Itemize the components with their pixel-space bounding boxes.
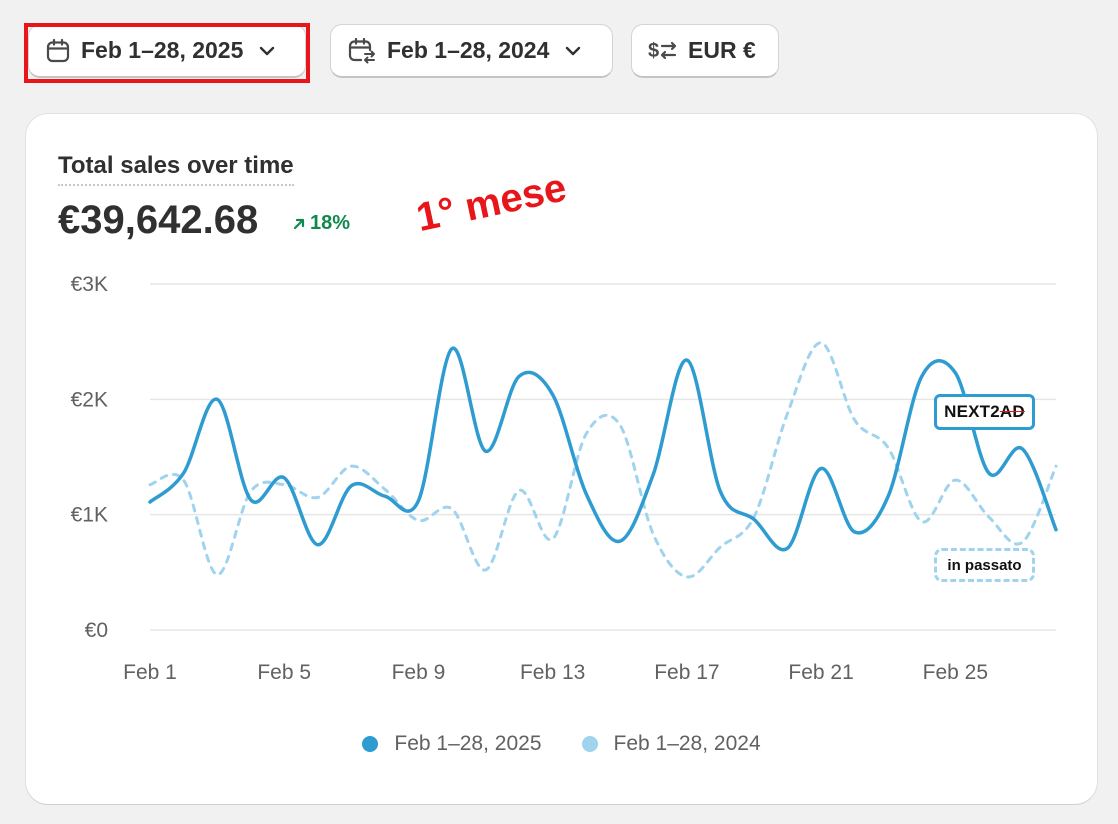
arrow-up-right-icon [293,218,305,229]
data-point-current[interactable] [785,545,791,551]
series-line-previous[interactable] [148,341,1058,579]
data-point-current[interactable] [650,471,656,477]
data-point-previous[interactable] [1019,539,1025,545]
data-point-previous[interactable] [617,422,623,428]
x-tick-label: Feb 9 [392,661,446,684]
growth-badge: 18% [292,212,350,235]
data-point-current[interactable] [1019,446,1025,452]
data-point-previous[interactable] [382,486,388,492]
calendar-compare-icon [348,37,375,63]
currency-button[interactable]: $ EUR € [631,24,779,78]
data-point-current[interactable] [583,491,589,497]
data-point-current[interactable] [248,497,254,503]
x-tick-label: Feb 1 [123,661,177,684]
data-point-previous[interactable] [449,506,455,512]
chart-legend: Feb 1–28, 2025 Feb 1–28, 2024 [26,732,1097,756]
y-tick-label: €3K [71,273,108,296]
data-point-previous[interactable] [684,574,690,580]
data-point-current[interactable] [684,357,690,363]
data-point-current[interactable] [717,489,723,495]
data-point-current[interactable] [348,483,354,489]
x-tick-label: Feb 5 [257,661,311,684]
data-point-previous[interactable] [650,531,656,537]
currency-label: EUR € [688,37,756,63]
x-tick-label: Feb 21 [788,661,853,684]
data-point-current[interactable] [516,373,522,379]
y-tick-label: €2K [71,388,108,411]
chevron-down-icon [566,46,581,55]
data-point-previous[interactable] [717,544,723,550]
data-point-current[interactable] [852,529,858,535]
data-point-previous[interactable] [986,514,992,520]
y-tick-label: €0 [85,619,108,642]
data-point-current[interactable] [818,466,824,472]
data-point-current[interactable] [919,373,925,379]
data-point-previous[interactable] [147,482,153,488]
legend-item[interactable]: Feb 1–28, 2025 [362,732,542,756]
calendar-icon [46,38,70,62]
past-period-tag: in passato [934,548,1035,582]
data-point-current[interactable] [449,346,455,352]
data-point-current[interactable] [550,392,556,398]
data-point-previous[interactable] [952,477,958,483]
legend-item[interactable]: Feb 1–28, 2024 [581,732,761,756]
data-point-current[interactable] [1053,527,1059,533]
data-point-previous[interactable] [348,463,354,469]
data-point-previous[interactable] [214,572,220,578]
data-point-current[interactable] [483,448,489,454]
date-range-button[interactable]: Feb 1–28, 2025 [28,24,306,78]
legend-dot [581,736,598,752]
data-point-previous[interactable] [785,410,791,416]
logo-text-suffix: AD [999,402,1025,421]
data-point-previous[interactable] [818,340,824,346]
data-point-current[interactable] [885,493,891,499]
y-tick-label: €1K [71,504,108,527]
data-point-previous[interactable] [583,431,589,437]
data-point-previous[interactable] [483,567,489,573]
logo-text-prefix: NEXT2 [944,402,1000,421]
x-tick-label: Feb 17 [654,661,719,684]
data-point-current[interactable] [751,516,757,522]
data-point-previous[interactable] [315,494,321,500]
svg-text:$: $ [648,40,659,62]
legend-label: Feb 1–28, 2025 [394,732,542,755]
sales-line-chart[interactable]: €0 €1K €2K €3K Feb 1 Feb 5 Feb 9 Feb 13 Feb 17 Fe… [26,114,1097,714]
data-point-previous[interactable] [415,517,421,523]
data-point-current[interactable] [382,493,388,499]
data-point-current[interactable] [986,470,992,476]
data-point-previous[interactable] [550,536,556,542]
comparison-range-button[interactable]: Feb 1–28, 2024 [330,24,613,78]
sales-card: Total sales over time €39,642.68 18% 1° … [26,114,1097,804]
card-title[interactable]: Total sales over time [58,152,294,186]
data-point-previous[interactable] [516,487,522,493]
series-line-current[interactable] [148,346,1058,552]
growth-label: 18% [310,212,351,234]
x-tick-label: Feb 25 [923,661,988,684]
legend-label: Feb 1–28, 2024 [613,732,761,755]
legend-dot [362,736,379,752]
data-point-previous[interactable] [919,519,925,525]
data-point-current[interactable] [952,370,958,376]
data-point-current[interactable] [617,538,623,544]
data-point-current[interactable] [147,499,153,505]
data-point-current[interactable] [181,470,187,476]
date-range-label: Feb 1–28, 2025 [81,37,244,63]
data-point-previous[interactable] [852,417,858,423]
total-sales-value: €39,642.68 [58,198,259,242]
chevron-down-icon [260,46,275,55]
next2ad-logo-tag: NEXT2 AD [934,394,1035,430]
data-point-current[interactable] [415,498,421,504]
comparison-range-label: Feb 1–28, 2024 [387,37,550,63]
data-point-previous[interactable] [1053,463,1059,469]
data-point-current[interactable] [315,542,321,548]
currency-exchange-icon: $ [648,40,677,62]
data-point-current[interactable] [214,396,220,402]
data-point-previous[interactable] [885,445,891,451]
x-tick-label: Feb 13 [520,661,585,684]
data-point-current[interactable] [281,475,287,481]
